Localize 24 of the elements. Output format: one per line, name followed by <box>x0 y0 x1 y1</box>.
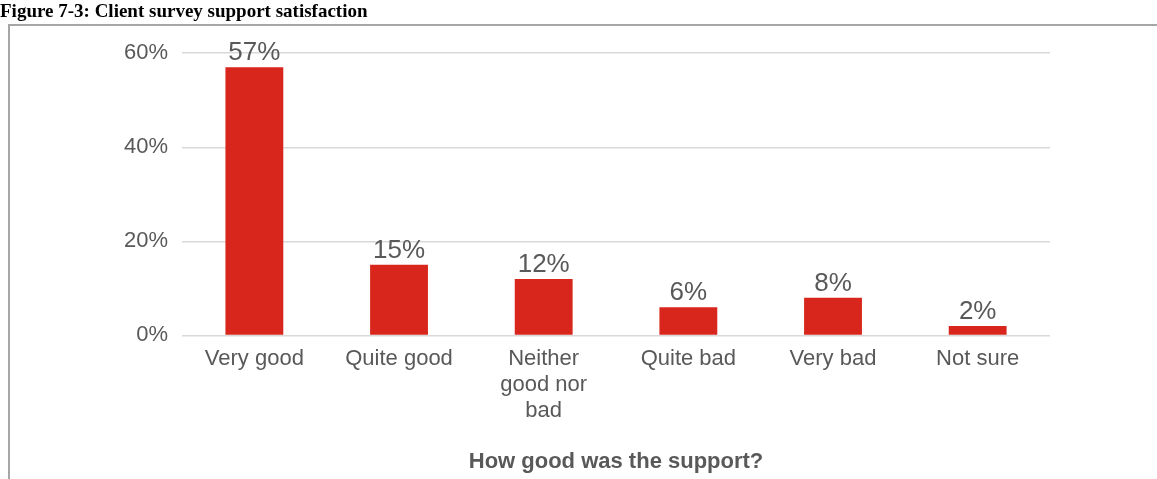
x-tick-label: Not sure <box>936 344 1020 370</box>
data-label: 57% <box>228 36 281 67</box>
x-tick-label: Neither good nor bad <box>500 344 588 423</box>
bar <box>514 278 573 335</box>
x-tick-label: Very good <box>204 344 304 370</box>
y-tick-label: 20% <box>123 227 169 253</box>
chart-title: Figure 7-3: Client survey support satisfaction <box>0 0 368 22</box>
bar <box>804 297 862 335</box>
bar <box>225 67 284 335</box>
bar <box>370 264 428 335</box>
y-tick-label: 0% <box>136 321 169 347</box>
data-label: 6% <box>669 276 708 307</box>
x-tick-label: Quite bad <box>640 344 737 370</box>
bar <box>948 325 1007 335</box>
data-label: 15% <box>373 234 426 265</box>
data-label: 8% <box>814 266 852 297</box>
data-label: 2% <box>958 295 997 326</box>
y-tick-label: 60% <box>123 39 169 65</box>
data-label: 12% <box>517 248 570 279</box>
x-axis-title: How good was the support? <box>468 447 764 473</box>
y-tick-label: 40% <box>123 133 169 159</box>
x-tick-label: Quite good <box>345 344 453 370</box>
x-tick-label: Very bad <box>789 344 877 370</box>
bar <box>659 307 718 335</box>
